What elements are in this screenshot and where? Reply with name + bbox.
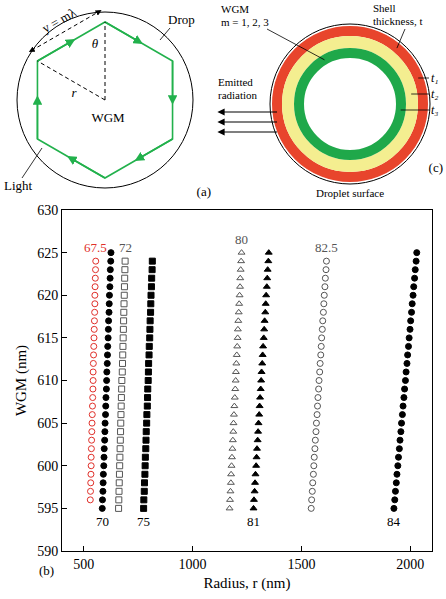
svg-text:590: 590 — [37, 544, 58, 559]
svg-text:Droplet surface: Droplet surface — [316, 187, 384, 199]
svg-text:610: 610 — [37, 373, 58, 388]
svg-text:r: r — [71, 85, 77, 100]
svg-text:81: 81 — [247, 514, 260, 529]
svg-text:595: 595 — [37, 501, 58, 516]
svg-text:84: 84 — [387, 514, 401, 529]
svg-text:500: 500 — [73, 557, 94, 572]
svg-text:1500: 1500 — [287, 557, 315, 572]
svg-text:600: 600 — [37, 459, 58, 474]
svg-text:Emitted: Emitted — [218, 76, 253, 88]
svg-text:WGM (nm): WGM (nm) — [13, 345, 30, 416]
svg-text:(c): (c) — [429, 160, 443, 175]
svg-text:t₃: t₃ — [431, 103, 439, 117]
svg-text:(a): (a) — [197, 184, 211, 199]
svg-text:67.5: 67.5 — [84, 240, 107, 255]
svg-text:615: 615 — [37, 331, 58, 346]
svg-text:75: 75 — [137, 514, 150, 529]
svg-text:thickness, t: thickness, t — [373, 15, 423, 27]
svg-text:Light: Light — [4, 178, 33, 193]
svg-text:630: 630 — [37, 203, 58, 218]
svg-text:82.5: 82.5 — [315, 240, 338, 255]
svg-text:Drop: Drop — [168, 12, 195, 27]
svg-text:Shell: Shell — [373, 2, 396, 14]
svg-text:620: 620 — [37, 288, 58, 303]
svg-text:72: 72 — [119, 240, 132, 255]
svg-text:1000: 1000 — [179, 557, 207, 572]
svg-text:605: 605 — [37, 416, 58, 431]
svg-text:t₁: t₁ — [431, 71, 439, 85]
svg-text:t₂: t₂ — [431, 87, 439, 101]
svg-text:Radius, r (nm): Radius, r (nm) — [203, 575, 290, 592]
svg-text:radiation: radiation — [218, 89, 258, 101]
svg-text:(b): (b) — [39, 563, 54, 578]
svg-text:625: 625 — [37, 246, 58, 261]
svg-text:WGM: WGM — [221, 3, 249, 15]
svg-text:2000: 2000 — [396, 557, 424, 572]
svg-text:y = mλ: y = mλ — [39, 4, 79, 36]
svg-text:m = 1, 2, 3: m = 1, 2, 3 — [221, 16, 269, 28]
svg-text:WGM: WGM — [91, 110, 125, 125]
svg-text:θ: θ — [92, 36, 99, 51]
svg-text:70: 70 — [96, 514, 109, 529]
svg-text:80: 80 — [235, 232, 248, 247]
